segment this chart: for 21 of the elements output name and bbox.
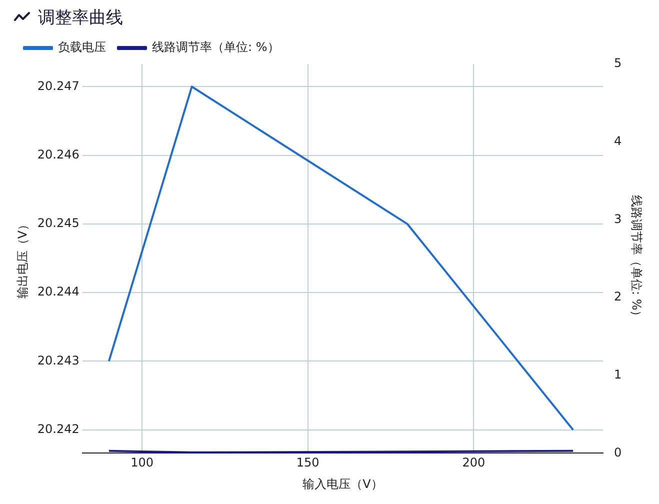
x-tick-label: 150 [296, 456, 320, 470]
y2-tick-label: 3 [614, 212, 622, 226]
x-tick-label: 100 [130, 456, 154, 470]
y2-tick-label: 2 [614, 290, 622, 304]
legend-label: 负载电压 [58, 40, 106, 54]
y-tick-label: 20.242 [37, 422, 80, 436]
y2-tick-label: 4 [614, 134, 622, 148]
y-axis-title: 输出电压（V） [15, 218, 30, 299]
y-tick-label: 20.246 [37, 147, 80, 162]
x-axis-title: 输入电压（V） [302, 476, 383, 491]
y-tick-label: 20.243 [37, 353, 80, 368]
y-tick-label: 20.244 [37, 284, 80, 299]
y-tick-label: 20.247 [37, 78, 80, 93]
y2-tick-label: 1 [614, 367, 622, 382]
y2-tick-label: 5 [614, 56, 622, 70]
y2-tick-label: 0 [614, 445, 622, 460]
chart-title: 调整率曲线 [38, 6, 123, 28]
legend-label: 线路调节率（单位: %） [152, 40, 280, 54]
x-tick-label: 200 [462, 456, 486, 470]
y-tick-label: 20.245 [37, 216, 80, 230]
y2-axis-title: 线路调节率（单位: %） [630, 194, 644, 322]
